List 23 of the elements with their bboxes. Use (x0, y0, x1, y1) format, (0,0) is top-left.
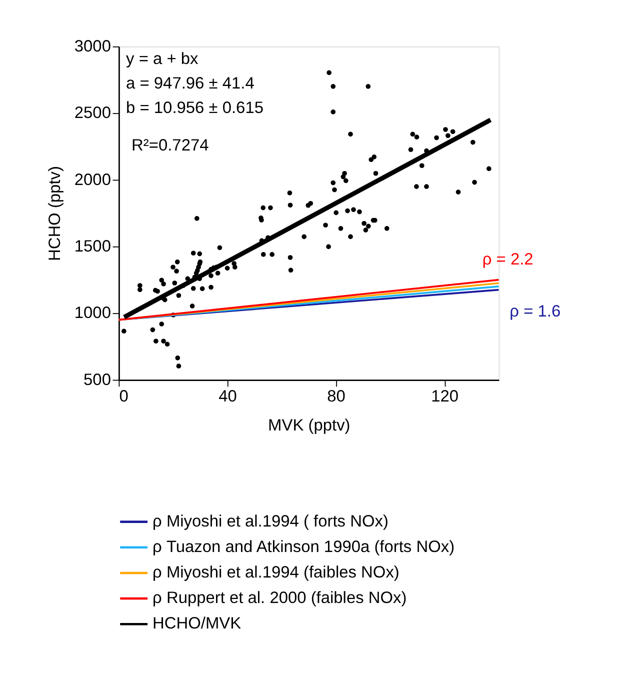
annotation: ρ = 1.6 (510, 302, 561, 320)
y-tick-label: 2000 (74, 170, 111, 189)
annotation: a = 947.96 ± 41.4 (126, 74, 254, 92)
legend-label: HCHO/MVK (152, 614, 242, 633)
annotation: y = a + bx (126, 50, 200, 68)
x-tick-label: 80 (327, 387, 346, 406)
x-tick-label: 40 (218, 387, 237, 406)
y-tick-label: 1000 (74, 304, 111, 322)
annotation: ρ = 2.2 (482, 250, 534, 268)
y-tick-label: 1500 (74, 237, 111, 256)
y-axis-title: HCHO (pptv) (46, 166, 64, 262)
x-tick-label: 120 (431, 387, 459, 406)
legend-label: ρ Miyoshi et al.1994 ( forts NOx) (152, 512, 388, 530)
x-tick-label: 0 (119, 387, 128, 406)
y-tick-label: 500 (84, 370, 111, 389)
legend-label: ρ Tuazon and Atkinson 1990a (forts NOx) (152, 538, 455, 556)
legend-label: ρ Ruppert et al. 2000 (faibles NOx) (152, 589, 407, 608)
y-tick-label: 2500 (74, 104, 111, 122)
annotation: b = 10.956 ± 0.615 (126, 99, 264, 118)
x-axis-title: MVK (pptv) (268, 416, 350, 434)
legend-label: ρ Miyoshi et al.1994 (faibles NOx) (152, 564, 400, 582)
annotation: R²=0.7274 (132, 136, 209, 155)
y-tick-label: 3000 (74, 37, 111, 56)
